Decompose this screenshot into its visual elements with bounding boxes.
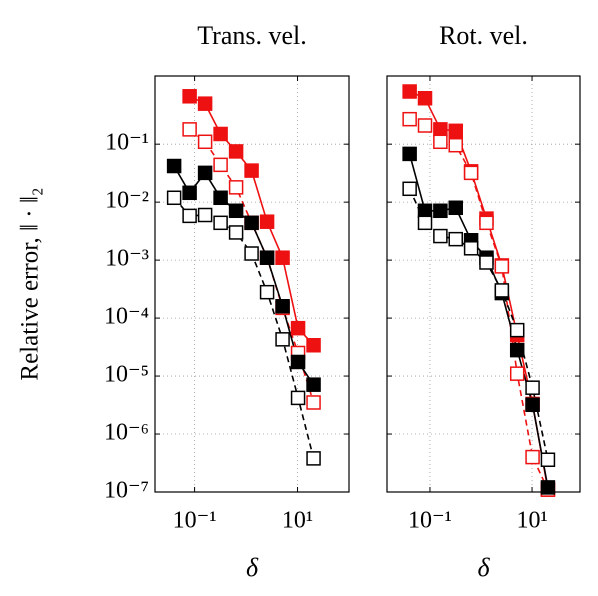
data-point bbox=[540, 452, 556, 468]
data-point bbox=[448, 231, 463, 247]
data-point bbox=[402, 181, 417, 197]
y-tick-label: 10⁻⁶ bbox=[104, 420, 149, 446]
x-tick-label: 10⁻¹ bbox=[173, 508, 217, 534]
data-point bbox=[433, 203, 448, 219]
data-point bbox=[197, 96, 213, 111]
series-line bbox=[173, 197, 315, 459]
series-line bbox=[173, 165, 315, 386]
data-point bbox=[213, 126, 228, 142]
data-point bbox=[448, 123, 463, 139]
x-tick-label: 10¹ bbox=[282, 508, 313, 534]
data-point bbox=[182, 208, 197, 224]
data-point bbox=[306, 395, 321, 410]
data-point bbox=[197, 134, 213, 150]
series-line bbox=[409, 90, 549, 490]
data-point bbox=[494, 259, 510, 274]
data-point bbox=[402, 146, 417, 162]
data-point bbox=[182, 185, 197, 201]
data-point bbox=[417, 203, 433, 219]
data-point bbox=[182, 122, 197, 137]
data-point bbox=[433, 134, 448, 150]
data-point bbox=[290, 390, 306, 406]
data-point bbox=[182, 89, 197, 104]
data-point bbox=[417, 90, 433, 106]
data-point bbox=[244, 215, 259, 231]
data-point bbox=[259, 214, 275, 229]
data-point bbox=[197, 165, 213, 181]
data-point bbox=[213, 157, 228, 173]
data-point bbox=[525, 449, 540, 465]
y-tick-label: 10⁻⁵ bbox=[104, 362, 149, 388]
x-axis-label: δ bbox=[246, 553, 259, 582]
y-tick-label: 10⁻¹ bbox=[105, 130, 149, 156]
data-point bbox=[290, 320, 306, 336]
data-point bbox=[197, 207, 213, 223]
x-tick-label: 10⁻¹ bbox=[408, 508, 452, 534]
data-point bbox=[275, 332, 290, 347]
data-point bbox=[290, 354, 306, 370]
data-point bbox=[433, 122, 448, 137]
data-point bbox=[525, 380, 540, 395]
data-point bbox=[259, 284, 275, 300]
data-point bbox=[166, 190, 182, 206]
data-point bbox=[509, 322, 525, 338]
data-point bbox=[402, 84, 417, 99]
chart-title: Rot. vel. bbox=[439, 21, 528, 50]
data-point bbox=[228, 225, 244, 240]
data-point bbox=[166, 158, 182, 174]
data-point bbox=[509, 342, 525, 358]
data-point bbox=[244, 246, 259, 261]
data-point bbox=[213, 190, 228, 206]
y-tick-label: 10⁻³ bbox=[105, 246, 149, 272]
data-point bbox=[494, 283, 510, 298]
series-line bbox=[409, 118, 549, 490]
data-point bbox=[448, 137, 463, 153]
x-tick-label: 10¹ bbox=[516, 508, 547, 534]
plot-frame bbox=[386, 75, 581, 493]
data-point bbox=[479, 255, 494, 270]
data-point bbox=[540, 480, 556, 495]
data-point bbox=[228, 180, 244, 195]
data-point bbox=[448, 200, 463, 216]
y-tick-label: 10⁻⁴ bbox=[104, 304, 149, 330]
chart-title: Trans. vel. bbox=[197, 21, 307, 50]
data-point bbox=[479, 215, 494, 231]
data-point bbox=[402, 111, 417, 127]
data-point bbox=[417, 118, 433, 133]
data-point bbox=[306, 377, 321, 392]
data-point bbox=[275, 299, 290, 314]
data-point bbox=[244, 163, 259, 178]
data-point bbox=[228, 203, 244, 219]
series-line bbox=[408, 153, 549, 488]
data-point bbox=[433, 228, 448, 244]
data-point bbox=[259, 250, 275, 265]
data-point bbox=[228, 144, 244, 159]
data-point bbox=[463, 165, 479, 181]
plot-frame bbox=[154, 75, 350, 493]
data-point bbox=[525, 397, 540, 412]
data-point bbox=[275, 250, 290, 265]
series-line bbox=[408, 188, 549, 460]
y-tick-label: 10⁻² bbox=[105, 188, 149, 214]
y-axis-label: Relative error, ‖ · ‖₂ bbox=[17, 187, 44, 380]
data-point bbox=[509, 366, 525, 381]
x-axis-label: δ bbox=[477, 553, 490, 582]
data-point bbox=[463, 241, 479, 256]
data-point bbox=[417, 215, 433, 231]
y-tick-label: 10⁻⁷ bbox=[104, 478, 149, 504]
data-point bbox=[306, 337, 321, 353]
data-point bbox=[213, 215, 228, 231]
data-point bbox=[306, 451, 321, 466]
